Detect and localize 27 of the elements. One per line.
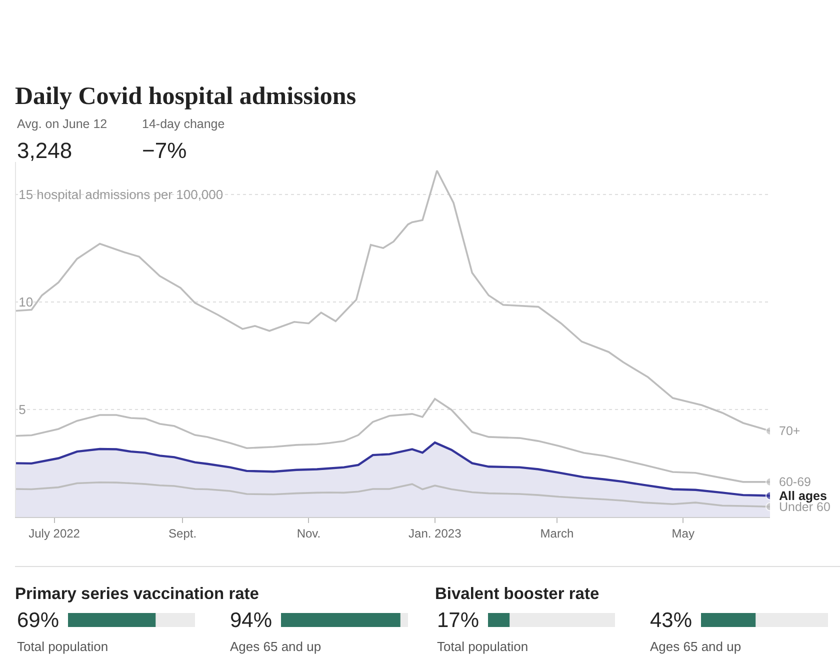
y-tick-label: 15 hospital admissions per 100,000	[18, 186, 224, 202]
text: Avg. on June 12	[17, 117, 108, 131]
chart-title: Daily Covid hospital admissions	[15, 82, 356, 110]
annotation: 3,248	[17, 138, 72, 163]
x-tick-label: Nov.	[296, 526, 321, 540]
data-label: 69%	[17, 609, 60, 632]
category-label: Ages 65 and up	[230, 639, 322, 654]
x-tick-label: March	[540, 526, 574, 540]
series-label: 70+	[779, 424, 800, 438]
text: 14-day change	[142, 117, 225, 131]
x-tick-label: Sept.	[168, 526, 197, 540]
text: Bivalent booster rate	[435, 584, 600, 603]
category-label: Total population	[17, 639, 108, 654]
x-tick-label: May	[672, 526, 694, 540]
text: Primary series vaccination rate	[15, 584, 259, 603]
annotation: −7%	[142, 138, 187, 163]
series-label: 60-69	[779, 475, 812, 489]
x-tick-label: July 2022	[28, 526, 80, 540]
data-label: 94%	[230, 609, 272, 632]
x-tick-label: Jan. 2023	[408, 526, 462, 540]
data-label: 43%	[650, 609, 692, 632]
category-label: Ages 65 and up	[650, 639, 742, 654]
category-label: Total population	[437, 639, 528, 654]
data-label: 17%	[437, 609, 480, 632]
y-tick-label: 10	[18, 294, 34, 310]
y-tick-label: 5	[18, 402, 26, 417]
series-label: All ages	[779, 489, 827, 503]
